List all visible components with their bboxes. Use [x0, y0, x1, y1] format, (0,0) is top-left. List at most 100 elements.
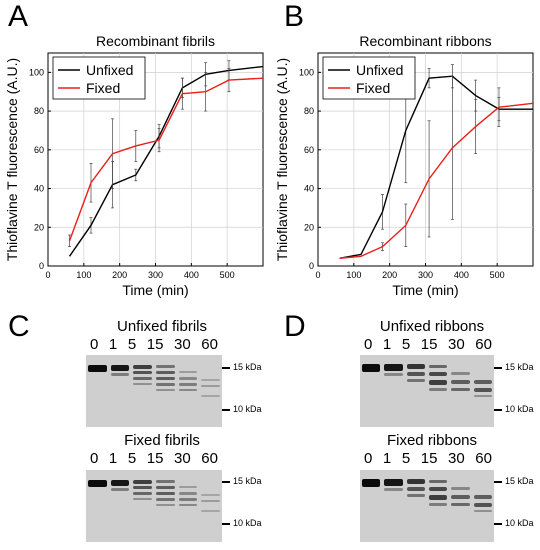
y-tick-label: 0 [309, 261, 314, 271]
series-fixed [68, 68, 263, 247]
gel-band [133, 498, 152, 500]
chart-title: Recombinant fibrils [96, 33, 215, 49]
gel-band [178, 486, 198, 488]
y-tick-label: 100 [29, 67, 44, 77]
gel-band [429, 495, 448, 500]
lane-label: 0 [364, 336, 373, 353]
gel-band [406, 479, 425, 484]
y-tick-label: 20 [304, 222, 314, 232]
lane-label: 0 [90, 450, 99, 467]
gel-band [362, 364, 381, 372]
series-line [339, 75, 533, 259]
gel-band [473, 510, 492, 512]
gel-band [133, 371, 152, 374]
lane-labels-c-top: 0 1 5 15 30 60 [90, 336, 218, 353]
series-line [339, 102, 533, 259]
x-tick-label: 100 [346, 270, 361, 280]
lane-label: 30 [174, 450, 191, 467]
x-tick-label: 500 [220, 270, 235, 280]
gel-band [201, 510, 220, 512]
marker-10kda: 10 kDa [222, 404, 262, 414]
gel-title-unfixed-fibrils: Unfixed fibrils [116, 318, 208, 335]
gel-band [133, 486, 152, 489]
gel-band [451, 380, 470, 384]
lane-label: 30 [448, 450, 465, 467]
gel-band [384, 488, 403, 491]
marker-10kda: 10 kDa [494, 518, 534, 528]
x-tick-label: 300 [148, 270, 163, 280]
y-tick-label: 80 [304, 106, 314, 116]
lane-label: 15 [146, 450, 164, 467]
gel-band [110, 365, 130, 371]
x-axis-label: Time (min) [392, 282, 458, 298]
lane-label: 0 [90, 336, 99, 353]
gel-band [429, 372, 448, 376]
panel-label-d: D [284, 310, 306, 343]
gel-band [429, 365, 448, 368]
gel-band [451, 503, 470, 506]
y-tick-label: 40 [34, 184, 44, 194]
lane-label: 15 [420, 450, 438, 467]
y-tick-label: 20 [34, 222, 44, 232]
gel-band [133, 492, 152, 495]
gel-band [473, 380, 492, 384]
gel-band [133, 377, 152, 380]
gel-band [201, 385, 220, 387]
lane-label: 5 [401, 450, 411, 467]
lane-labels-d-top: 0 1 5 15 30 60 [364, 336, 492, 353]
gel-band [156, 492, 175, 495]
legend-box [52, 56, 146, 100]
x-axis-label: Time (min) [122, 282, 188, 298]
gel-band [201, 494, 220, 496]
gel-band [178, 371, 198, 373]
gel-band [473, 395, 492, 397]
x-tick-label: 200 [112, 270, 127, 280]
gel-band [88, 480, 107, 487]
gel-band [451, 495, 470, 499]
gel-band [406, 379, 425, 382]
gel-image-fixed-fibrils [86, 470, 222, 542]
gel-title-fixed-ribbons: Fixed ribbons [386, 432, 478, 449]
gel-band [384, 479, 403, 486]
y-tick-label: 80 [34, 106, 44, 116]
gel-band [384, 373, 403, 376]
gel-band [88, 365, 107, 372]
x-tick-label: 500 [490, 270, 505, 280]
gel-band [156, 389, 175, 391]
gel-band [429, 380, 448, 385]
legend-label: Unfixed [356, 62, 403, 78]
gel-band [429, 388, 448, 391]
legend-label: Unfixed [86, 62, 133, 78]
legend-box [322, 56, 416, 100]
gel-band [110, 480, 130, 486]
gel-band [178, 498, 198, 501]
gel-band [429, 480, 448, 483]
series-line [68, 77, 263, 242]
lane-label: 0 [364, 450, 373, 467]
lane-labels-d-bottom: 0 1 5 15 30 60 [364, 450, 492, 467]
gel-image-fixed-ribbons [360, 470, 494, 542]
gel-band [178, 383, 198, 386]
gel-band [362, 479, 381, 487]
y-tick-label: 100 [299, 67, 314, 77]
lane-label: 60 [201, 450, 218, 467]
gel-band [156, 383, 175, 386]
gel-band [133, 383, 152, 385]
gel-band [201, 379, 220, 381]
marker-10kda: 10 kDa [222, 518, 262, 528]
lane-label: 5 [127, 336, 137, 353]
gel-band [201, 395, 220, 397]
x-tick-label: 0 [315, 270, 320, 280]
gel-band [133, 365, 152, 369]
x-tick-label: 300 [418, 270, 433, 280]
gel-band [178, 504, 198, 506]
lane-label: 60 [475, 336, 492, 353]
gel-band [156, 504, 175, 506]
gel-band [451, 372, 470, 375]
lane-label: 1 [108, 336, 118, 353]
gel-band [429, 487, 448, 491]
marker-15kda: 15 kDa [222, 362, 262, 372]
y-axis-label: Thioflavine T fluorescence (A.U.) [4, 58, 20, 261]
y-tick-label: 0 [39, 261, 44, 271]
gel-image-unfixed-fibrils [86, 355, 222, 427]
